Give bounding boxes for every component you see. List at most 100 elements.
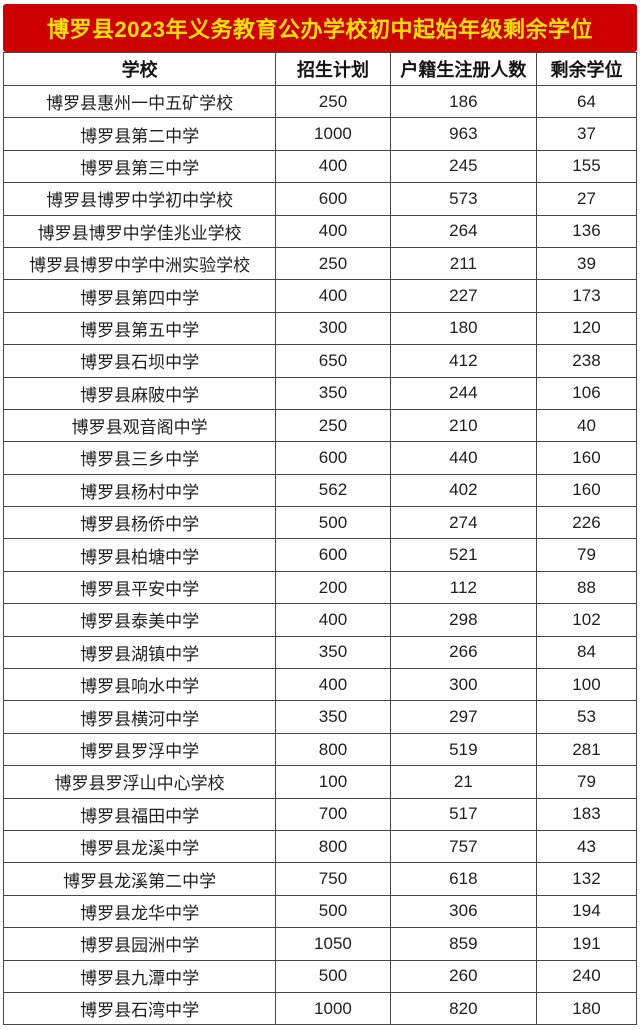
plan-cell: 250 xyxy=(275,84,391,119)
school-name-cell: 博罗县湖镇中学 xyxy=(2,635,277,670)
school-name-cell: 博罗县园洲中学 xyxy=(2,927,277,961)
registered-cell: 402 xyxy=(389,473,537,508)
table-row: 博罗县观音阁中学 250 210 40 xyxy=(2,408,638,443)
registered-cell: 211 xyxy=(389,246,537,281)
remaining-cell: 194 xyxy=(535,894,638,929)
registered-cell: 440 xyxy=(389,441,537,475)
remaining-cell: 79 xyxy=(535,765,638,799)
school-name-cell: 博罗县罗浮山中心学校 xyxy=(2,765,277,799)
remaining-cell: 160 xyxy=(535,473,638,508)
registered-cell: 300 xyxy=(389,668,537,702)
plan-cell: 250 xyxy=(275,408,391,443)
table-row: 博罗县响水中学 400 300 100 xyxy=(2,668,638,702)
registered-cell: 306 xyxy=(389,894,537,929)
remaining-cell: 39 xyxy=(535,246,638,281)
school-name-cell: 博罗县泰美中学 xyxy=(2,603,277,637)
registered-cell: 573 xyxy=(389,182,537,216)
plan-cell: 1000 xyxy=(275,117,391,151)
table-row: 博罗县杨侨中学 500 274 226 xyxy=(2,506,638,540)
remaining-cell: 173 xyxy=(535,279,638,313)
school-name-cell: 博罗县观音阁中学 xyxy=(2,408,277,443)
plan-cell: 650 xyxy=(275,344,391,378)
registered-cell: 297 xyxy=(389,700,537,734)
table-row: 博罗县园洲中学 1050 859 191 xyxy=(2,927,638,961)
registered-cell: 618 xyxy=(389,862,537,896)
plan-cell: 400 xyxy=(275,214,391,248)
table-row: 博罗县柏塘中学 600 521 79 xyxy=(2,538,638,572)
school-name-cell: 博罗县博罗中学初中学校 xyxy=(2,182,277,216)
remaining-cell: 183 xyxy=(535,797,638,831)
registered-cell: 186 xyxy=(389,84,537,119)
plan-cell: 250 xyxy=(275,246,391,281)
column-header-school: 学校 xyxy=(2,52,277,86)
remaining-cell: 88 xyxy=(535,570,638,605)
plan-cell: 300 xyxy=(275,311,391,346)
remaining-cell: 106 xyxy=(535,376,638,410)
registered-cell: 244 xyxy=(389,376,537,410)
remaining-cell: 132 xyxy=(535,862,638,896)
plan-cell: 500 xyxy=(275,894,391,929)
remaining-cell: 53 xyxy=(535,700,638,734)
registered-cell: 963 xyxy=(389,117,537,151)
remaining-cell: 160 xyxy=(535,441,638,475)
table-row: 博罗县龙华中学 500 306 194 xyxy=(2,894,638,929)
remaining-cell: 84 xyxy=(535,635,638,670)
school-name-cell: 博罗县福田中学 xyxy=(2,797,277,831)
registered-cell: 227 xyxy=(389,279,537,313)
registered-cell: 757 xyxy=(389,829,537,864)
registered-cell: 519 xyxy=(389,732,537,767)
plan-cell: 800 xyxy=(275,829,391,864)
school-name-cell: 博罗县石湾中学 xyxy=(2,991,277,1026)
registered-cell: 521 xyxy=(389,538,537,572)
plan-cell: 400 xyxy=(275,668,391,702)
plan-cell: 500 xyxy=(275,959,391,993)
remaining-cell: 37 xyxy=(535,117,638,151)
registered-cell: 112 xyxy=(389,570,537,605)
plan-cell: 600 xyxy=(275,182,391,216)
school-name-cell: 博罗县第五中学 xyxy=(2,311,277,346)
plan-cell: 400 xyxy=(275,279,391,313)
school-name-cell: 博罗县博罗中学中洲实验学校 xyxy=(2,246,277,281)
title-banner: 博罗县2023年义务教育公办学校初中起始年级剩余学位 xyxy=(3,4,637,52)
table-row: 博罗县第三中学 400 245 155 xyxy=(2,149,638,184)
school-name-cell: 博罗县第三中学 xyxy=(2,149,277,184)
registered-cell: 859 xyxy=(389,927,537,961)
remaining-cell: 40 xyxy=(535,408,638,443)
table-row: 博罗县三乡中学 600 440 160 xyxy=(2,441,638,475)
plan-cell: 1000 xyxy=(275,991,391,1026)
table-row: 博罗县罗浮山中心学校 100 21 79 xyxy=(2,765,638,799)
plan-cell: 750 xyxy=(275,862,391,896)
school-name-cell: 博罗县第二中学 xyxy=(2,117,277,151)
registered-cell: 266 xyxy=(389,635,537,670)
table-row: 博罗县龙溪中学 800 757 43 xyxy=(2,829,638,864)
plan-cell: 200 xyxy=(275,570,391,605)
plan-cell: 100 xyxy=(275,765,391,799)
plan-cell: 800 xyxy=(275,732,391,767)
plan-cell: 350 xyxy=(275,700,391,734)
plan-cell: 500 xyxy=(275,506,391,540)
table-row: 博罗县杨村中学 562 402 160 xyxy=(2,473,638,508)
plan-cell: 562 xyxy=(275,473,391,508)
column-header-plan: 招生计划 xyxy=(275,52,391,86)
table-row: 博罗县第五中学 300 180 120 xyxy=(2,311,638,346)
table-row: 博罗县平安中学 200 112 88 xyxy=(2,570,638,605)
table-row: 博罗县博罗中学佳兆业学校 400 264 136 xyxy=(2,214,638,248)
table-row: 博罗县石湾中学 1000 820 180 xyxy=(2,991,638,1026)
registered-cell: 260 xyxy=(389,959,537,993)
remaining-cell: 281 xyxy=(535,732,638,767)
school-name-cell: 博罗县响水中学 xyxy=(2,668,277,702)
school-name-cell: 博罗县第四中学 xyxy=(2,279,277,313)
plan-cell: 400 xyxy=(275,603,391,637)
registered-cell: 820 xyxy=(389,991,537,1026)
remaining-seats-table: 学校 招生计划 户籍生注册人数 剩余学位 博罗县惠州一中五矿学校 250 186 64… xyxy=(2,52,638,1026)
registered-cell: 274 xyxy=(389,506,537,540)
plan-cell: 400 xyxy=(275,149,391,184)
school-name-cell: 博罗县惠州一中五矿学校 xyxy=(2,84,277,119)
registered-cell: 245 xyxy=(389,149,537,184)
remaining-cell: 27 xyxy=(535,182,638,216)
school-name-cell: 博罗县罗浮中学 xyxy=(2,732,277,767)
plan-cell: 600 xyxy=(275,538,391,572)
registered-cell: 264 xyxy=(389,214,537,248)
school-name-cell: 博罗县杨村中学 xyxy=(2,473,277,508)
school-name-cell: 博罗县平安中学 xyxy=(2,570,277,605)
